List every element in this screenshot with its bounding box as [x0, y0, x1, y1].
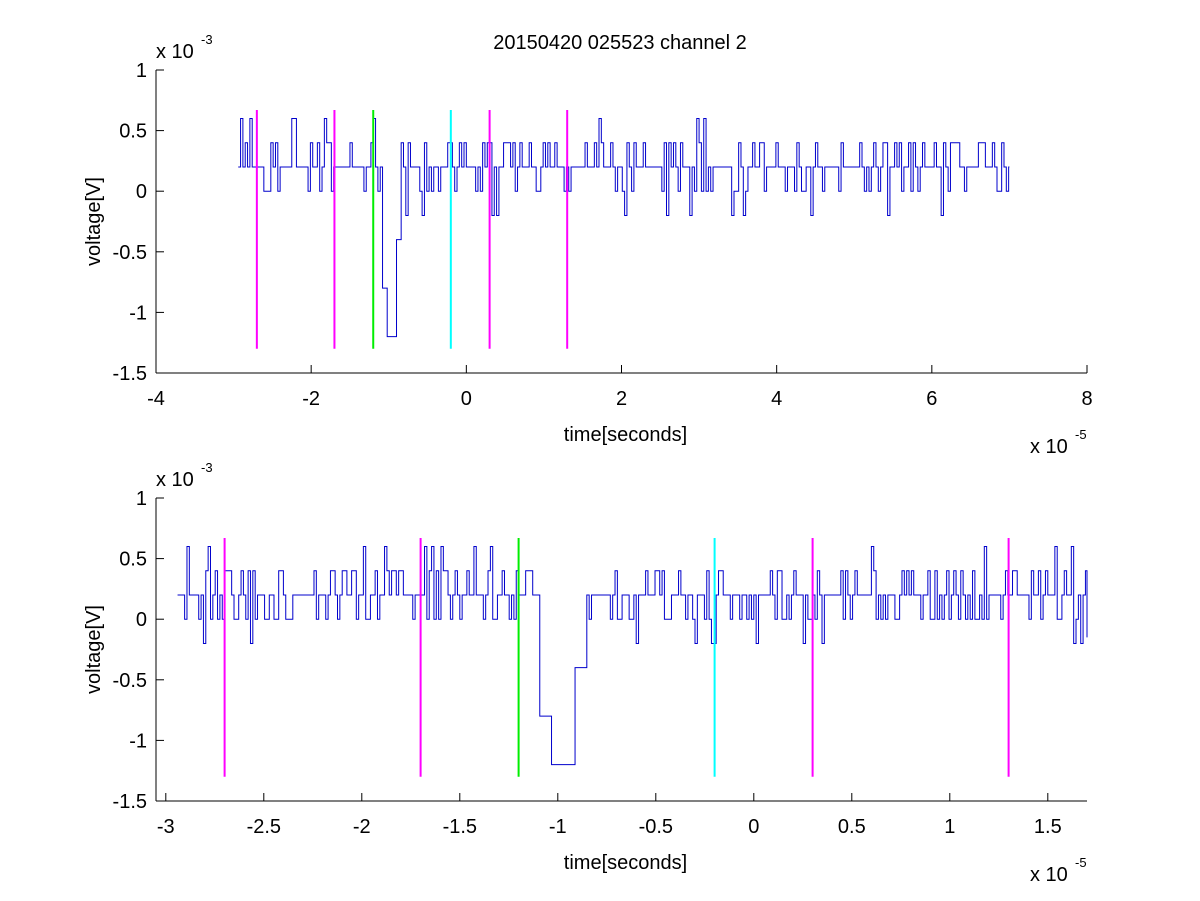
- x-tick-label: 0: [748, 816, 759, 838]
- x-exponent: -5: [1075, 427, 1087, 442]
- plot-area: [156, 498, 1087, 801]
- y-tick-label: 1: [136, 488, 147, 510]
- x-exponent: -5: [1075, 855, 1087, 870]
- x-tick-label: 0: [461, 388, 472, 410]
- y-tick-label: 1: [136, 60, 147, 82]
- y-multiplier: x 10: [156, 469, 194, 491]
- x-axis-label: time[seconds]: [564, 852, 687, 874]
- signal-trace: [177, 545, 1088, 766]
- x-tick-label: -0.5: [639, 816, 673, 838]
- x-tick-label: -4: [147, 388, 165, 410]
- y-tick-label: -1: [129, 730, 147, 752]
- x-tick-label: 6: [926, 388, 937, 410]
- x-axis-label: time[seconds]: [564, 424, 687, 446]
- x-tick-label: -2.5: [247, 816, 281, 838]
- y-exponent: -3: [201, 32, 213, 47]
- y-tick-label: 0.5: [119, 121, 147, 143]
- x-multiplier: x 10: [1030, 864, 1068, 886]
- y-tick-label: -0.5: [113, 670, 147, 692]
- x-tick-label: 1: [944, 816, 955, 838]
- bottom-plot: -3 -2.5 -2 -1.5 -1 -0.5 0 0.5 1 1.5 -1.5 -1 -0.5 0 0.5…: [83, 460, 1088, 886]
- x-tick-label: 2: [616, 388, 627, 410]
- x-tick-label: 4: [771, 388, 782, 410]
- x-tick-label: -2: [302, 388, 320, 410]
- y-tick-label: 0: [136, 609, 147, 631]
- y-axis-label: voltage[V]: [83, 177, 105, 266]
- plot-area: [156, 70, 1087, 373]
- x-tick-label: -1.5: [443, 816, 477, 838]
- y-tick-label: -0.5: [113, 242, 147, 264]
- chart-title: 20150420 025523 channel 2: [493, 32, 747, 54]
- x-tick-label: 8: [1081, 388, 1092, 410]
- x-tick-label: -2: [353, 816, 371, 838]
- y-tick-label: -1.5: [113, 791, 147, 813]
- y-tick-label: 0: [136, 181, 147, 203]
- y-tick-label: -1.5: [113, 363, 147, 385]
- x-tick-label: 1.5: [1034, 816, 1062, 838]
- x-tick-label: -3: [157, 816, 175, 838]
- signal-trace: [238, 117, 1010, 338]
- x-tick-label: 0.5: [838, 816, 866, 838]
- y-tick-label: -1: [129, 302, 147, 324]
- y-tick-label: 0.5: [119, 549, 147, 571]
- y-axis-label: voltage[V]: [83, 605, 105, 694]
- x-tick-label: -1: [549, 816, 567, 838]
- top-plot: -4 -2 0 2 4 6 8 -1.5 -1 -0.5 0 0.5 1 time[seconds] vol…: [83, 32, 1093, 458]
- x-multiplier: x 10: [1030, 436, 1068, 458]
- y-exponent: -3: [201, 460, 213, 475]
- y-multiplier: x 10: [156, 41, 194, 63]
